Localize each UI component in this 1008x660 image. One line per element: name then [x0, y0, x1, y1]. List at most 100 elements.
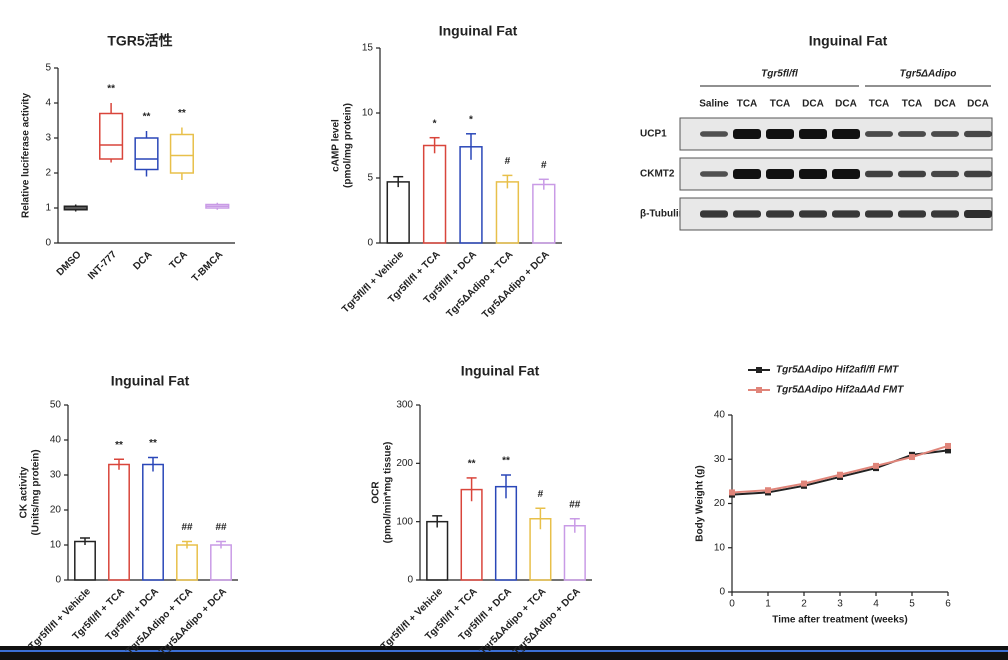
blot-group-label: Tgr5fl/fl [761, 69, 798, 80]
y-tick-label: 1 [45, 203, 51, 214]
blot-group-label: Tgr5ΔAdipo [900, 69, 957, 80]
y-tick-label: 10 [362, 108, 374, 119]
blot-band [931, 131, 959, 137]
x-tick-label: 5 [909, 599, 915, 610]
blot-lane-label: DCA [967, 99, 989, 110]
blot-band [898, 170, 926, 178]
legend-swatch-marker [756, 387, 762, 393]
blot-lane-label: DCA [802, 99, 824, 110]
significance: ** [115, 440, 123, 451]
significance: * [433, 118, 437, 129]
y-tick-label: 20 [714, 498, 726, 509]
point [909, 454, 915, 461]
y-tick-label: 10 [50, 540, 62, 551]
point [945, 447, 951, 454]
significance: ** [107, 84, 115, 95]
y-tick-label: 30 [714, 454, 726, 465]
legend-label: Tgr5ΔAdipo Hif2afl/fl FMT [776, 365, 899, 376]
point [765, 487, 771, 494]
blot-lane-label: DCA [934, 99, 956, 110]
y-axis-label: OCR [371, 481, 382, 504]
y-tick-label: 3 [45, 133, 51, 144]
blot-title: Inguinal Fat [809, 33, 888, 49]
chart-title: Inguinal Fat [461, 363, 540, 379]
y-axis-label: (pmol/mg protein) [343, 103, 354, 188]
x-tick-label: 2 [801, 599, 807, 610]
x-tick-label: 1 [765, 599, 771, 610]
y-tick-label: 200 [396, 458, 413, 469]
y-tick-label: 300 [396, 400, 413, 411]
box [169, 133, 194, 174]
blot-lane-label: TCA [869, 99, 890, 110]
significance: ** [178, 108, 186, 119]
blot-band [832, 210, 860, 218]
y-axis-label: cAMP level [331, 119, 342, 172]
blot-band [898, 131, 926, 137]
y-tick-label: 15 [362, 43, 374, 54]
box [134, 137, 159, 171]
blot-band [799, 210, 827, 218]
y-tick-label: 0 [367, 238, 373, 249]
significance: * [469, 114, 473, 125]
significance: # [538, 489, 544, 500]
x-tick-label: 0 [729, 599, 735, 610]
blot-band [799, 169, 827, 179]
bottom-strip [0, 646, 1008, 660]
significance: ** [502, 456, 510, 467]
blot-lane-label: Saline [699, 99, 729, 110]
significance: # [541, 160, 547, 171]
y-tick-label: 20 [50, 505, 62, 516]
blot-lane-label: TCA [902, 99, 923, 110]
legend-label: Tgr5ΔAdipo Hif2aΔAd FMT [776, 385, 904, 396]
significance: ## [181, 522, 193, 533]
blot-lane-label: TCA [770, 99, 791, 110]
significance: ** [143, 112, 151, 123]
x-tick-label: 3 [837, 599, 843, 610]
point [801, 480, 807, 487]
blot-band [964, 210, 992, 218]
blot-band [766, 129, 794, 139]
blot-lane-label: TCA [737, 99, 758, 110]
significance: ** [149, 438, 157, 449]
chart-title: TGR5活性 [107, 33, 172, 49]
y-tick-label: 5 [367, 173, 373, 184]
chart-title: Inguinal Fat [111, 373, 190, 389]
point [837, 471, 843, 478]
blot-band [964, 170, 992, 178]
y-axis-label: Relative luciferase activity [21, 93, 32, 219]
significance: ## [569, 499, 581, 510]
blot-band [865, 131, 893, 137]
y-tick-label: 50 [50, 400, 62, 411]
y-axis-label: Body Weight (g) [695, 465, 706, 541]
x-tick-label: 4 [873, 599, 879, 610]
y-tick-label: 10 [714, 542, 726, 553]
blot-band [766, 210, 794, 218]
y-tick-label: 40 [50, 435, 62, 446]
blot-band [964, 130, 992, 138]
point [873, 462, 879, 469]
y-axis-label: (Units/mg protein) [31, 449, 42, 535]
blot-band [931, 170, 959, 178]
blot-band [733, 169, 761, 179]
y-tick-label: 0 [407, 575, 413, 586]
blot-row-label: CKMT2 [640, 169, 675, 180]
significance: # [505, 156, 511, 167]
y-tick-label: 0 [45, 238, 51, 249]
blot-band [700, 131, 728, 137]
significance: ** [468, 459, 476, 470]
y-tick-label: 40 [714, 410, 726, 421]
x-axis-label: Time after treatment (weeks) [772, 615, 907, 626]
blot-band [700, 210, 728, 218]
blot-band [832, 129, 860, 139]
blot-lane-label: DCA [835, 99, 857, 110]
x-tick-label: 6 [945, 599, 951, 610]
blot-band [865, 210, 893, 218]
blot-band [733, 129, 761, 139]
y-tick-label: 2 [45, 168, 51, 179]
y-axis-label: (pmol/min*mg tissue) [383, 442, 394, 544]
y-tick-label: 5 [45, 63, 51, 74]
blot-band [931, 210, 959, 218]
y-axis-label: CK activity [19, 466, 30, 518]
blot-band [799, 129, 827, 139]
